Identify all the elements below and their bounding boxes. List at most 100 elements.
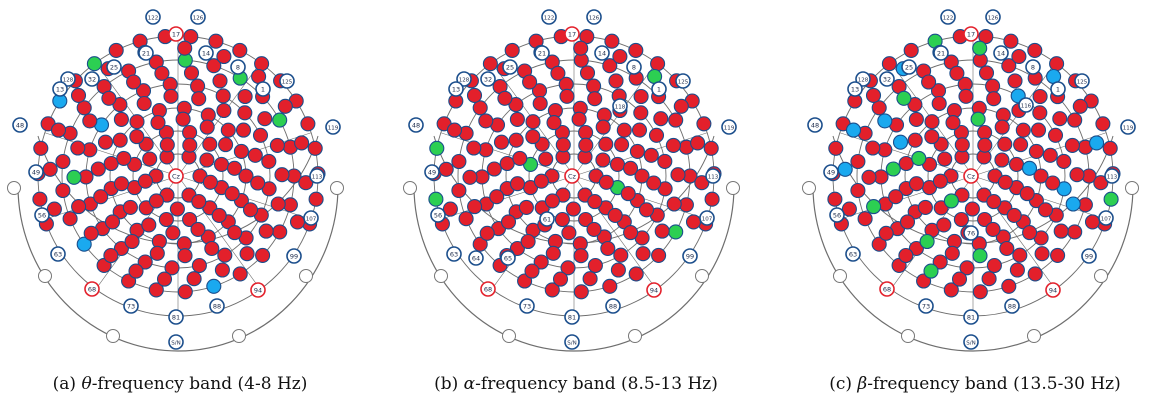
electrode-red [163, 88, 179, 104]
electrode-red [482, 56, 498, 72]
electrode-label-circle [993, 45, 1009, 61]
electrode-red [985, 78, 1001, 94]
electrode-red [997, 136, 1013, 152]
electrode-red [977, 124, 993, 141]
electrode-label-circle [28, 164, 44, 180]
electrode-red [936, 217, 952, 233]
electrode-red [451, 182, 467, 199]
electrode-red [951, 271, 968, 287]
electrode-red [602, 58, 618, 74]
electrode-label: 107 [1101, 217, 1112, 223]
reference-electrode [726, 181, 740, 195]
electrode-red [552, 271, 569, 287]
electrode-red [90, 161, 106, 177]
electrode-red [509, 176, 526, 192]
electrode-label: 113 [1107, 175, 1118, 181]
electrode-red [608, 73, 624, 89]
reference-electrode [106, 329, 120, 343]
electrode-red [1050, 247, 1066, 263]
electrode-red [673, 98, 689, 114]
electrode-red [486, 161, 502, 177]
electrode-label: 21 [142, 50, 150, 58]
electrode-red [1032, 88, 1048, 105]
electrode-label: 119 [1123, 126, 1134, 132]
electrode-label: 25 [110, 64, 118, 72]
electrode-label-circle [430, 207, 446, 223]
electrode-label-circle [1098, 210, 1114, 226]
electrode-blue [892, 134, 909, 150]
electrode-red [587, 194, 603, 210]
electrode-label: 73 [922, 303, 930, 311]
electrode-red [865, 140, 881, 156]
electrode-red [270, 196, 286, 212]
electrode-red [211, 207, 227, 223]
electrode-label: Cz [172, 173, 181, 181]
electrode-label: 122 [544, 16, 555, 22]
electrode-red [82, 113, 98, 129]
electrode-label-circle [646, 282, 662, 298]
electrode-label-circle [309, 168, 325, 184]
electrode-label: 125 [1077, 80, 1088, 86]
electrode-green [943, 193, 959, 209]
electrode-green [923, 263, 939, 279]
electrode-red [308, 191, 324, 207]
electrode-label-circle [325, 119, 341, 135]
electrode-label: 76 [967, 230, 975, 238]
electrode-red [274, 167, 290, 183]
electrode-label-circle [500, 250, 516, 266]
electrode-label: Cz [568, 173, 577, 181]
electrode-label: 13 [56, 86, 64, 94]
electrode-label: 73 [127, 303, 135, 311]
electrode-label-circle [845, 246, 861, 262]
electrode-label: 88 [1008, 303, 1016, 311]
electrode-label-circle [480, 71, 496, 87]
electrode-red [252, 127, 269, 143]
electrode-red [1028, 143, 1044, 159]
electrode-label: 81 [967, 314, 975, 322]
electrode-green [66, 169, 82, 185]
electrode-red [108, 42, 124, 58]
electrode-red [50, 122, 67, 138]
electrode-red [629, 143, 645, 159]
electrode-red [472, 100, 488, 116]
electrode-red [878, 225, 894, 241]
electrode-red [202, 174, 218, 190]
electrode-label-circle [52, 81, 68, 97]
electrode-red [446, 122, 463, 138]
electrode-red [628, 42, 644, 58]
electrode-red [586, 221, 602, 237]
electrode-label: 63 [849, 251, 857, 259]
reference-electrode [299, 269, 313, 283]
electrode-red [917, 199, 933, 215]
electrode-red [1047, 127, 1064, 143]
electrode-red [554, 211, 570, 228]
electrode-red [247, 147, 263, 163]
electrode-red [128, 263, 144, 279]
electrode-label: 1 [657, 86, 661, 94]
electrode-red [602, 278, 618, 294]
electrode-red [604, 33, 620, 49]
electrode-label: 126 [988, 16, 999, 22]
reference-electrode [1094, 269, 1108, 283]
electrode-red [999, 240, 1015, 257]
electrode-red [466, 140, 482, 156]
electrode-red [509, 240, 525, 257]
electrode-red [224, 186, 240, 202]
electrode-green [429, 140, 445, 156]
electrode-red [600, 240, 616, 257]
electrode-red [881, 56, 897, 72]
electrode-red [113, 176, 130, 192]
electrode-red [212, 73, 228, 89]
electrode-red [1102, 140, 1118, 156]
electrode-blue [877, 113, 893, 129]
electrode-label-circle [539, 211, 555, 227]
electrode-red [1067, 112, 1083, 128]
electrode-red [113, 240, 129, 257]
electrode-label: 49 [827, 169, 835, 177]
electrode-red [1009, 262, 1025, 278]
electrode-red [242, 202, 259, 218]
electrode-red [1027, 266, 1043, 282]
electrode-blue [1065, 196, 1081, 212]
electrode-red [997, 174, 1013, 190]
electrode-red [136, 95, 152, 112]
